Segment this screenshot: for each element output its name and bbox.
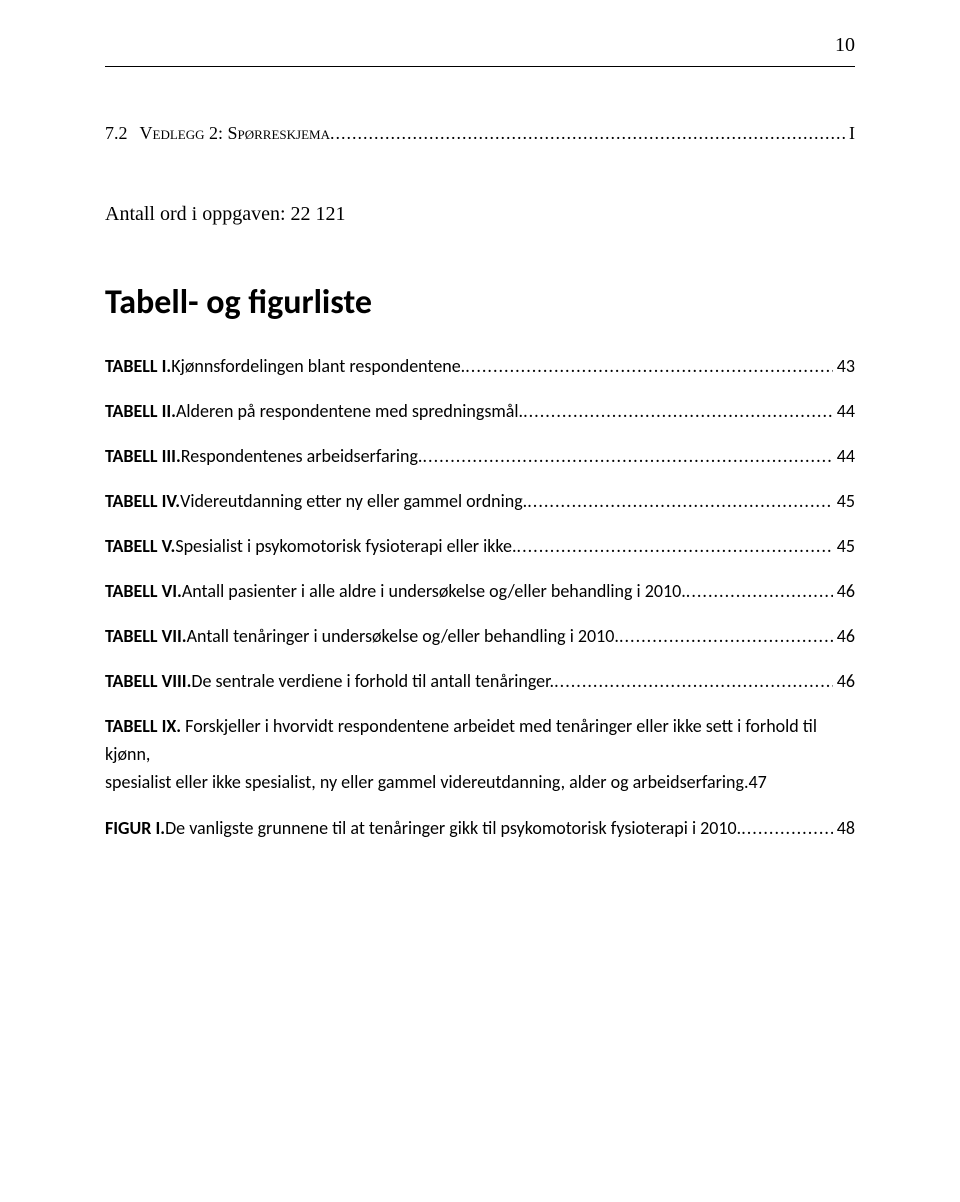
table-list-entry: TABELL VIII. De sentrale verdiene i forh…	[105, 668, 855, 695]
section-page: I	[845, 120, 855, 147]
figure-list-entry: FIGUR I. De vanligste grunnene til at te…	[105, 815, 855, 842]
entry-page: 43	[833, 353, 855, 380]
entry-label: TABELL I.	[105, 353, 171, 380]
dot-leader	[330, 120, 845, 147]
entry-label: TABELL III.	[105, 443, 181, 470]
entry-desc-cont: spesialist eller ikke spesialist, ny ell…	[105, 769, 749, 797]
dot-leader	[422, 443, 832, 470]
entry-label: TABELL VIII.	[105, 668, 191, 695]
entry-page: 45	[833, 488, 855, 515]
dot-leader	[517, 533, 833, 560]
page-number: 10	[835, 34, 855, 57]
entry-label: TABELL II.	[105, 398, 176, 425]
section-title: Vedlegg 2: Spørreskjema	[140, 120, 330, 147]
entry-label: TABELL VII.	[105, 623, 187, 650]
entry-label: FIGUR I.	[105, 815, 165, 842]
section-number: 7.2	[105, 120, 128, 147]
table-list-entry: TABELL VI. Antall pasienter i alle aldre…	[105, 578, 855, 605]
table-list-entry: TABELL V. Spesialist i psykomotorisk fys…	[105, 533, 855, 560]
entry-desc: Forskjeller i hvorvidt respondentene arb…	[105, 715, 817, 765]
entry-page: 46	[833, 578, 855, 605]
entry-desc: De sentrale verdiene i forhold til antal…	[191, 668, 554, 695]
dot-leader	[465, 353, 833, 380]
dot-leader	[619, 623, 833, 650]
table-list-entry: TABELL VII. Antall tenåringer i undersøk…	[105, 623, 855, 650]
entry-desc: Alderen på respondentene med spredningsm…	[176, 398, 523, 425]
document-page: 10 7.2 Vedlegg 2: Spørreskjema I Antall …	[0, 0, 960, 1202]
entry-desc: Spesialist i psykomotorisk fysioterapi e…	[175, 533, 516, 560]
toc-entry-7-2: 7.2 Vedlegg 2: Spørreskjema I	[105, 120, 855, 147]
dot-leader	[686, 578, 833, 605]
table-list-entry: TABELL IV. Videreutdanning etter ny elle…	[105, 488, 855, 515]
entry-page: 47	[749, 769, 767, 797]
dot-leader	[554, 668, 833, 695]
table-list-entry: TABELL I. Kjønnsfordelingen blant respon…	[105, 353, 855, 380]
word-count-line: Antall ord i oppgaven: 22 121	[105, 203, 855, 226]
table-list-entry: TABELL II. Alderen på respondentene med …	[105, 398, 855, 425]
entry-label: TABELL IV.	[105, 488, 180, 515]
entry-page: 44	[833, 443, 855, 470]
dot-leader	[527, 488, 833, 515]
entry-desc: De vanligste grunnene til at tenåringer …	[165, 815, 741, 842]
entry-desc: Antall tenåringer i undersøkelse og/elle…	[187, 623, 619, 650]
list-heading: Tabell- og figurliste	[105, 282, 855, 323]
table-list-entry: TABELL III. Respondentenes arbeidserfari…	[105, 443, 855, 470]
entry-label: TABELL VI.	[105, 578, 182, 605]
table-list-entry: TABELL IX. Forskjeller i hvorvidt respon…	[105, 713, 855, 797]
entry-page: 46	[833, 668, 855, 695]
entry-desc: Respondentenes arbeidserfaring.	[181, 443, 423, 470]
entry-label: TABELL V.	[105, 533, 175, 560]
entry-page: 48	[833, 815, 855, 842]
dot-leader	[523, 398, 833, 425]
entry-desc: Antall pasienter i alle aldre i undersøk…	[182, 578, 686, 605]
entry-desc: Videreutdanning etter ny eller gammel or…	[180, 488, 527, 515]
entry-page: 45	[833, 533, 855, 560]
page-content: 7.2 Vedlegg 2: Spørreskjema I Antall ord…	[105, 120, 855, 842]
dot-leader	[741, 815, 833, 842]
entry-label: TABELL IX.	[105, 715, 181, 737]
entry-page: 44	[833, 398, 855, 425]
entry-page: 46	[833, 623, 855, 650]
entry-desc: Kjønnsfordelingen blant respondentene.	[171, 353, 465, 380]
header-rule	[105, 66, 855, 67]
